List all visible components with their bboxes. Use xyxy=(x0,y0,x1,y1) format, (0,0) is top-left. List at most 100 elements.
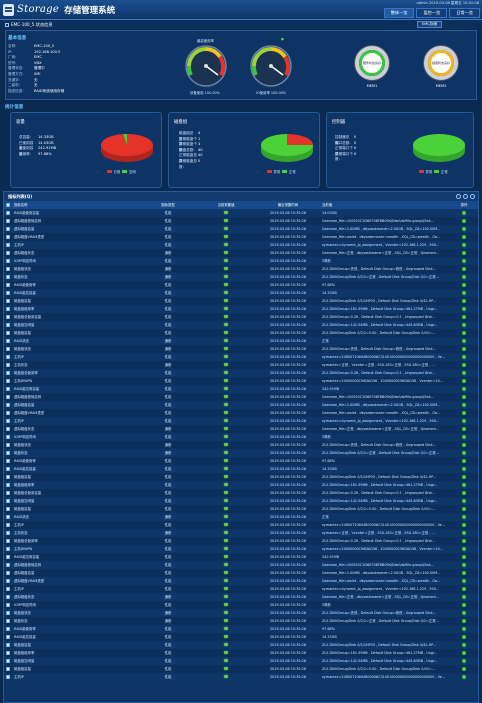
row-checkbox[interactable] xyxy=(4,337,12,345)
row-checkbox[interactable] xyxy=(4,353,12,361)
row-checkbox[interactable] xyxy=(4,561,12,569)
action-ok-icon[interactable] xyxy=(450,433,478,441)
table-row[interactable]: 虚拟磁盘VRAM类型 性能 2019-03-08 15:35:28 Qosmom_fi… xyxy=(4,233,478,241)
table-row[interactable]: 主机IP 性能 2019-03-08 15:35:28 symantec=108007… xyxy=(4,521,478,529)
table-row[interactable]: 磁盘组总使用率 性能 2019-03-08 15:35:28 ZLS DISKGrou… xyxy=(4,369,478,377)
action-ok-icon[interactable] xyxy=(450,329,478,337)
action-ok-icon[interactable] xyxy=(450,641,478,649)
table-row[interactable]: 主机WWPN 性能 2019-03-08 15:35:28 symantec=1000… xyxy=(4,545,478,553)
row-checkbox[interactable] xyxy=(4,553,12,561)
row-checkbox[interactable] xyxy=(4,289,12,297)
table-row[interactable]: 磁盘组总使用容量 性能 2019-03-08 15:35:28 ZLS DISKGro… xyxy=(4,313,478,321)
row-checkbox[interactable] xyxy=(4,409,12,417)
row-checkbox[interactable] xyxy=(4,633,12,641)
table-row[interactable]: RAID组总容量 性能 2019-03-08 15:35:28 14.33GB xyxy=(4,633,478,641)
action-ok-icon[interactable] xyxy=(450,457,478,465)
action-ok-icon[interactable] xyxy=(450,313,478,321)
emc-storage-button[interactable]: EMC存储 xyxy=(416,21,442,28)
action-ok-icon[interactable] xyxy=(450,489,478,497)
nav-overview-button[interactable]: 整体一览 xyxy=(383,8,415,18)
row-checkbox[interactable] xyxy=(4,281,12,289)
action-ok-icon[interactable] xyxy=(450,593,478,601)
action-ok-icon[interactable] xyxy=(450,281,478,289)
table-row[interactable]: 磁盘组状态 通断 2019-03-08 15:35:28 ZLS DISKGroup=… xyxy=(4,609,478,617)
table-row[interactable]: 虚拟磁盘容量 性能 2019-03-08 15:35:28 Qosmom_file=1… xyxy=(4,401,478,409)
action-ok-icon[interactable] xyxy=(450,537,478,545)
action-ok-icon[interactable] xyxy=(450,217,478,225)
table-row[interactable]: 磁盘组容量 性能 2019-03-08 15:35:28 ZLS DISKGroup/… xyxy=(4,665,478,673)
table-row[interactable]: 磁盘组使用率 性能 2019-03-08 15:35:28 ZLS DISKGroup… xyxy=(4,481,478,489)
row-checkbox[interactable] xyxy=(4,569,12,577)
table-row[interactable]: 磁盘组总使用率 性能 2019-03-08 15:35:28 ZLS DISKGrou… xyxy=(4,537,478,545)
action-ok-icon[interactable] xyxy=(450,273,478,281)
table-row[interactable]: RAID组总容量 性能 2019-03-08 15:35:28 14.33GB xyxy=(4,289,478,297)
col-value[interactable]: 当前值 xyxy=(322,203,333,207)
action-ok-icon[interactable] xyxy=(450,265,478,273)
table-row[interactable]: RAID状态 通断 2019-03-08 15:35:28 正常 xyxy=(4,513,478,521)
row-checkbox[interactable] xyxy=(4,417,12,425)
action-ok-icon[interactable] xyxy=(450,569,478,577)
nav-monitor-button[interactable]: 监控一览 xyxy=(416,8,448,18)
action-ok-icon[interactable] xyxy=(450,553,478,561)
table-row[interactable]: 磁盘状态 通断 2019-03-08 15:35:28 ZLS DISKGroup/D… xyxy=(4,617,478,625)
action-ok-icon[interactable] xyxy=(450,409,478,417)
action-ok-icon[interactable] xyxy=(450,673,478,681)
action-ok-icon[interactable] xyxy=(450,353,478,361)
table-row[interactable]: 主机状态 通断 2019-03-08 15:35:28 symantec=正常 , V… xyxy=(4,361,478,369)
row-checkbox[interactable] xyxy=(4,601,12,609)
row-checkbox[interactable] xyxy=(4,241,12,249)
row-checkbox[interactable] xyxy=(4,617,12,625)
row-checkbox[interactable] xyxy=(4,441,12,449)
action-ok-icon[interactable] xyxy=(450,481,478,489)
table-row[interactable]: 主机状态 通断 2019-03-08 15:35:28 symantec=正常 , V… xyxy=(4,529,478,537)
row-checkbox[interactable] xyxy=(4,225,12,233)
row-checkbox[interactable] xyxy=(4,481,12,489)
row-checkbox[interactable] xyxy=(4,329,12,337)
table-row[interactable]: RAID组使用率 性能 2019-03-08 15:35:28 97.68% xyxy=(4,457,478,465)
table-row[interactable]: RAID组使用率 性能 2019-03-08 15:35:28 97.68% xyxy=(4,281,478,289)
table-row[interactable]: 磁盘组状态 通断 2019-03-08 15:35:28 ZLS DISKGroup=… xyxy=(4,441,478,449)
table-row[interactable]: 虚拟磁盘状态 通断 2019-03-08 15:35:28 Qosmom_file=正… xyxy=(4,249,478,257)
row-checkbox[interactable] xyxy=(4,257,12,265)
row-checkbox[interactable] xyxy=(4,209,12,217)
table-row[interactable]: 磁盘组容量 性能 2019-03-08 15:35:28 ZLS DISKGroup/… xyxy=(4,297,478,305)
table-row[interactable]: 磁盘组容量 性能 2019-03-08 15:35:28 ZLS DISKGroup/… xyxy=(4,329,478,337)
table-row[interactable]: 磁盘组空闲量 性能 2019-03-08 15:35:28 ZLS DISKGroup… xyxy=(4,321,478,329)
table-row[interactable]: 主机IP 性能 2019-03-08 15:35:28 symantec=dynami… xyxy=(4,585,478,593)
row-checkbox[interactable] xyxy=(4,233,12,241)
row-checkbox[interactable] xyxy=(4,473,12,481)
row-checkbox[interactable] xyxy=(4,449,12,457)
refresh-icon[interactable] xyxy=(456,193,461,199)
action-ok-icon[interactable] xyxy=(450,249,478,257)
row-checkbox[interactable] xyxy=(4,545,12,553)
row-checkbox[interactable] xyxy=(4,665,12,673)
table-row[interactable]: ICMP响应时间 性能 2019-03-08 15:35:28 5毫秒 xyxy=(4,433,478,441)
action-ok-icon[interactable] xyxy=(450,337,478,345)
table-row[interactable]: 磁盘组状态 通断 2019-03-08 15:35:28 ZLS DISKGroup=… xyxy=(4,345,478,353)
row-checkbox[interactable] xyxy=(4,585,12,593)
table-row[interactable]: 虚拟磁盘容量 性能 2019-03-08 15:35:28 Qosmom_file=1… xyxy=(4,225,478,233)
table-row[interactable]: RAID组使用容量 性能 2019-03-08 15:35:28 14.03GB xyxy=(4,209,478,217)
row-checkbox[interactable] xyxy=(4,673,12,681)
row-checkbox[interactable] xyxy=(4,513,12,521)
row-checkbox[interactable] xyxy=(4,641,12,649)
col-time[interactable]: 最近采集时间 xyxy=(277,203,299,207)
table-row[interactable]: 虚拟磁盘基础名称 性能 2019-03-08 15:35:28 Qosmom_file… xyxy=(4,393,478,401)
action-ok-icon[interactable] xyxy=(450,289,478,297)
action-ok-icon[interactable] xyxy=(450,321,478,329)
action-ok-icon[interactable] xyxy=(450,233,478,241)
table-row[interactable]: 磁盘组状态 通断 2019-03-08 15:35:28 ZLS DISKGroup=… xyxy=(4,265,478,273)
table-row[interactable]: 虚拟磁盘VRAM类型 性能 2019-03-08 15:35:28 Qosmom_fi… xyxy=(4,409,478,417)
table-row[interactable]: 磁盘状态 通断 2019-03-08 15:35:28 ZLS DISKGroup/D… xyxy=(4,449,478,457)
table-row[interactable]: 主机IP 性能 2019-03-08 15:35:28 symantec=dynami… xyxy=(4,417,478,425)
row-checkbox[interactable] xyxy=(4,433,12,441)
row-checkbox[interactable] xyxy=(4,465,12,473)
table-row[interactable]: 磁盘组使用率 性能 2019-03-08 15:35:28 ZLS DISKGroup… xyxy=(4,305,478,313)
action-ok-icon[interactable] xyxy=(450,617,478,625)
row-checkbox[interactable] xyxy=(4,345,12,353)
table-row[interactable]: ICMP响应时间 性能 2019-03-08 15:35:28 5毫秒 xyxy=(4,257,478,265)
action-ok-icon[interactable] xyxy=(450,633,478,641)
row-checkbox[interactable] xyxy=(4,497,12,505)
table-row[interactable]: 虚拟磁盘状态 通断 2019-03-08 15:35:28 Qosmom_file=正… xyxy=(4,425,478,433)
table-row[interactable]: 主机IP 性能 2019-03-08 15:35:28 symantec=108007… xyxy=(4,673,478,681)
